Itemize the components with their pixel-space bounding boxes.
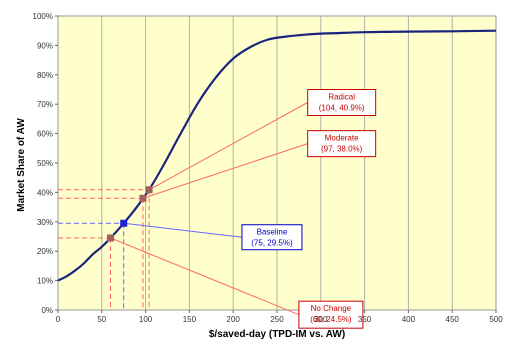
y-tick-label: 30% [37,218,53,227]
nochange-label: No Change [311,304,352,313]
radical-value: (104, 40.9%) [319,104,365,113]
moderate-leader [142,143,308,199]
x-axis-title: $/saved-day (TPD-IM vs. AW) [209,329,345,340]
moderate-callout-box [307,130,377,158]
radical-leader [148,102,308,191]
y-tick-label: 80% [37,71,53,80]
nochange-value: (60, 24.5%) [310,315,352,324]
x-tick-label: 0 [56,315,61,324]
x-tick-label: 200 [227,315,241,324]
y-tick-label: 10% [37,277,53,286]
x-tick-label: 250 [270,315,284,324]
baseline-value: (75, 29.5%) [251,239,293,248]
nochange-callout-box [298,300,364,329]
x-tick-label: 350 [358,315,372,324]
moderate-value: (97, 38.0%) [321,145,363,154]
x-tick-label: 100 [139,315,153,324]
x-tick-label: 150 [183,315,197,324]
y-tick-label: 40% [37,188,53,197]
radical-label: Radical [328,93,355,102]
y-tick-label: 50% [37,159,53,168]
nochange-callout: No Change (60, 24.5%) [298,300,364,329]
baseline-leader [123,222,243,238]
x-tick-label: 400 [402,315,416,324]
baseline-marker [120,219,128,227]
y-tick-label: 60% [37,130,53,139]
baseline-callout-box [241,224,303,251]
moderate-label: Moderate [325,134,359,143]
x-tick-label: 50 [97,315,106,324]
nochange-leader [110,237,300,316]
x-tick-label: 500 [489,315,503,324]
market-share-curve [57,29,497,282]
x-tick-label: 450 [446,315,460,324]
moderate-marker [139,194,147,202]
y-axis-title: Market Share of AW [16,118,27,212]
y-tick-label: 100% [33,12,53,21]
x-tick-label: 300 [314,315,328,324]
moderate-callout: Moderate (97, 38.0%) [307,130,377,158]
radical-callout: Radical (104, 40.9%) [307,89,377,116]
nochange-marker [107,234,115,242]
radical-marker [145,186,153,194]
y-tick-label: 0% [41,306,53,315]
baseline-callout: Baseline (75, 29.5%) [241,224,303,251]
y-tick-label: 70% [37,100,53,109]
baseline-label: Baseline [257,228,288,237]
y-tick-label: 20% [37,247,53,256]
radical-callout-box [307,89,377,116]
y-tick-label: 90% [37,41,53,50]
